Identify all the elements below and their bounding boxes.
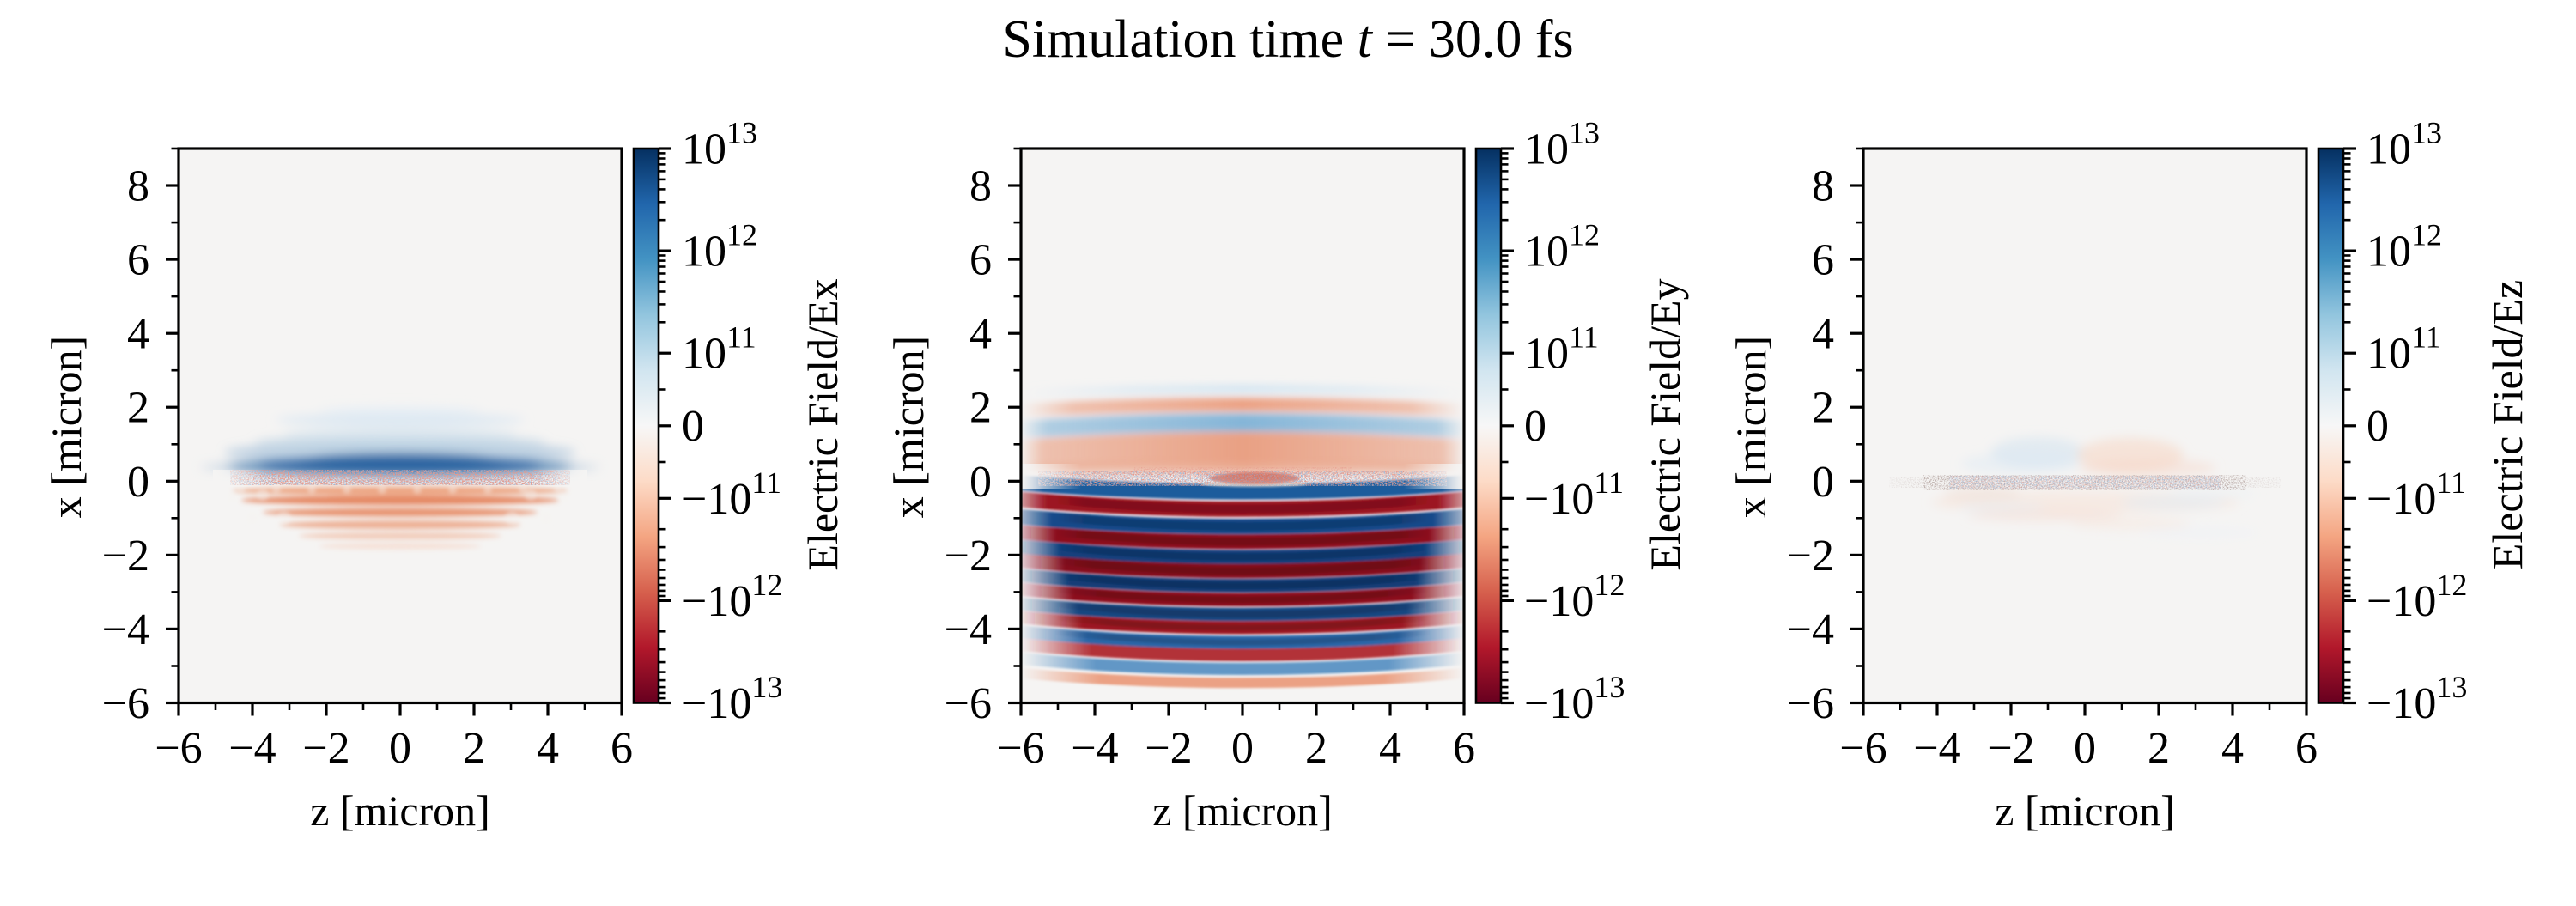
svg-text:0: 0 — [682, 402, 704, 451]
svg-text:2: 2 — [1305, 724, 1327, 773]
svg-text:−4: −4 — [945, 605, 992, 654]
svg-text:−2: −2 — [102, 532, 149, 581]
svg-text:6: 6 — [1812, 236, 1834, 285]
svg-text:−2: −2 — [302, 724, 349, 773]
svg-text:−6: −6 — [945, 679, 992, 728]
svg-text:Electric Field/Ez: Electric Field/Ez — [2483, 280, 2531, 569]
svg-text:−4: −4 — [1787, 605, 1834, 654]
svg-text:−4: −4 — [228, 724, 276, 773]
svg-text:2: 2 — [1812, 384, 1834, 433]
svg-text:6: 6 — [127, 236, 149, 285]
svg-text:−4: −4 — [1071, 724, 1118, 773]
svg-text:4: 4 — [2221, 724, 2244, 773]
svg-text:1011: 1011 — [682, 320, 756, 379]
svg-text:−1011: −1011 — [1524, 465, 1624, 524]
svg-text:−6: −6 — [102, 679, 149, 728]
svg-text:2: 2 — [2148, 724, 2170, 773]
svg-text:6: 6 — [611, 724, 633, 773]
svg-text:−6: −6 — [1787, 679, 1834, 728]
svg-text:1012: 1012 — [2366, 218, 2442, 277]
svg-text:0: 0 — [2366, 402, 2389, 451]
svg-text:2: 2 — [463, 724, 485, 773]
svg-text:x [micron]: x [micron] — [42, 336, 90, 518]
svg-text:−6: −6 — [155, 724, 202, 773]
svg-text:−4: −4 — [102, 605, 149, 654]
svg-text:−1012: −1012 — [682, 568, 782, 626]
svg-text:z [micron]: z [micron] — [1152, 787, 1333, 835]
svg-text:−1012: −1012 — [1524, 568, 1625, 626]
svg-text:1012: 1012 — [682, 218, 757, 277]
svg-text:Electric Field/Ex: Electric Field/Ex — [799, 278, 847, 570]
svg-text:0: 0 — [969, 458, 992, 507]
svg-text:−1013: −1013 — [2366, 670, 2467, 728]
svg-text:−6: −6 — [1839, 724, 1886, 773]
svg-text:4: 4 — [1812, 310, 1834, 359]
svg-text:0: 0 — [1231, 724, 1254, 773]
svg-text:−1013: −1013 — [1524, 670, 1625, 728]
svg-text:0: 0 — [127, 458, 149, 507]
svg-text:2: 2 — [969, 384, 992, 433]
svg-text:−1012: −1012 — [2366, 568, 2467, 626]
svg-text:−2: −2 — [945, 532, 992, 581]
svg-text:−4: −4 — [1913, 724, 1960, 773]
svg-text:1011: 1011 — [1524, 320, 1599, 379]
svg-text:−2: −2 — [1987, 724, 2034, 773]
svg-text:1011: 1011 — [2366, 320, 2441, 379]
svg-text:−2: −2 — [1145, 724, 1192, 773]
svg-text:1013: 1013 — [1524, 116, 1600, 174]
svg-text:6: 6 — [2295, 724, 2318, 773]
svg-text:2: 2 — [127, 384, 149, 433]
svg-text:−2: −2 — [1787, 532, 1834, 581]
svg-text:8: 8 — [969, 162, 992, 211]
svg-text:−1013: −1013 — [682, 670, 782, 728]
svg-text:0: 0 — [389, 724, 411, 773]
svg-text:z [micron]: z [micron] — [1995, 787, 2175, 835]
svg-text:4: 4 — [969, 310, 992, 359]
svg-text:8: 8 — [127, 162, 149, 211]
svg-text:8: 8 — [1812, 162, 1834, 211]
svg-text:0: 0 — [2074, 724, 2096, 773]
svg-text:x [micron]: x [micron] — [1727, 336, 1775, 518]
svg-text:1012: 1012 — [1524, 218, 1600, 277]
svg-text:1013: 1013 — [2366, 116, 2442, 174]
svg-text:4: 4 — [127, 310, 149, 359]
svg-text:1013: 1013 — [682, 116, 757, 174]
svg-text:0: 0 — [1812, 458, 1834, 507]
svg-text:4: 4 — [1379, 724, 1401, 773]
svg-text:0: 0 — [1524, 402, 1546, 451]
svg-text:4: 4 — [537, 724, 559, 773]
svg-text:6: 6 — [1453, 724, 1475, 773]
svg-text:x [micron]: x [micron] — [884, 336, 933, 518]
svg-text:−1011: −1011 — [2366, 465, 2466, 524]
svg-text:−1011: −1011 — [682, 465, 781, 524]
svg-text:Simulation time t = 30.0 fs: Simulation time t = 30.0 fs — [1002, 10, 1573, 69]
svg-text:z [micron]: z [micron] — [310, 787, 490, 835]
svg-text:−6: −6 — [997, 724, 1044, 773]
svg-text:Electric Field/Ey: Electric Field/Ey — [1641, 278, 1689, 570]
svg-text:6: 6 — [969, 236, 992, 285]
